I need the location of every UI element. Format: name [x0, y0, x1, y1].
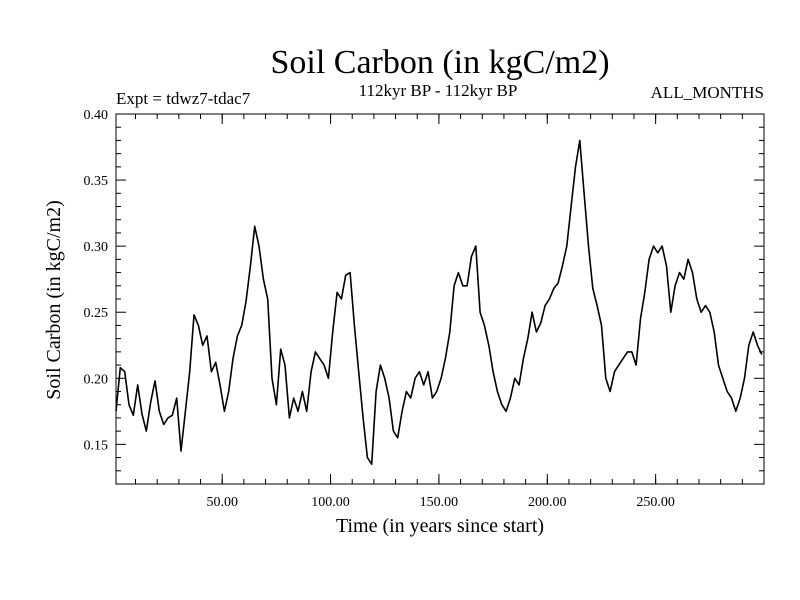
plot-frame	[115, 113, 765, 485]
x-tick-label: 200.00	[528, 495, 567, 510]
y-tick-label: 0.15	[84, 438, 109, 453]
tick-marks	[116, 113, 764, 484]
soil-carbon-series-line	[115, 139, 763, 465]
y-axis-label: Soil Carbon (in kgC/m2)	[43, 200, 65, 399]
x-tick-label: 50.00	[206, 495, 238, 510]
y-tick-label: 0.30	[84, 240, 109, 255]
x-tick-label: 150.00	[420, 495, 459, 510]
y-tick-label: 0.40	[84, 108, 109, 123]
x-tick-labels: 50.00 100.00 150.00 200.00 250.00	[206, 495, 674, 510]
months-label: ALL_MONTHS	[651, 83, 764, 102]
x-tick-label: 100.00	[311, 495, 350, 510]
x-axis-label: Time (in years since start)	[336, 515, 544, 537]
period-label: 112kyr BP - 112kyr BP	[359, 81, 518, 100]
x-tick-label: 250.00	[636, 495, 675, 510]
y-tick-label: 0.20	[84, 372, 109, 387]
experiment-label: Expt = tdwz7-tdac7	[116, 89, 251, 108]
chart-title: Soil Carbon (in kgC/m2)	[270, 44, 609, 81]
y-tick-label: 0.35	[84, 174, 109, 189]
y-tick-labels: 0.15 0.20 0.25 0.30 0.35 0.40	[84, 108, 109, 453]
y-tick-label: 0.25	[84, 306, 109, 321]
